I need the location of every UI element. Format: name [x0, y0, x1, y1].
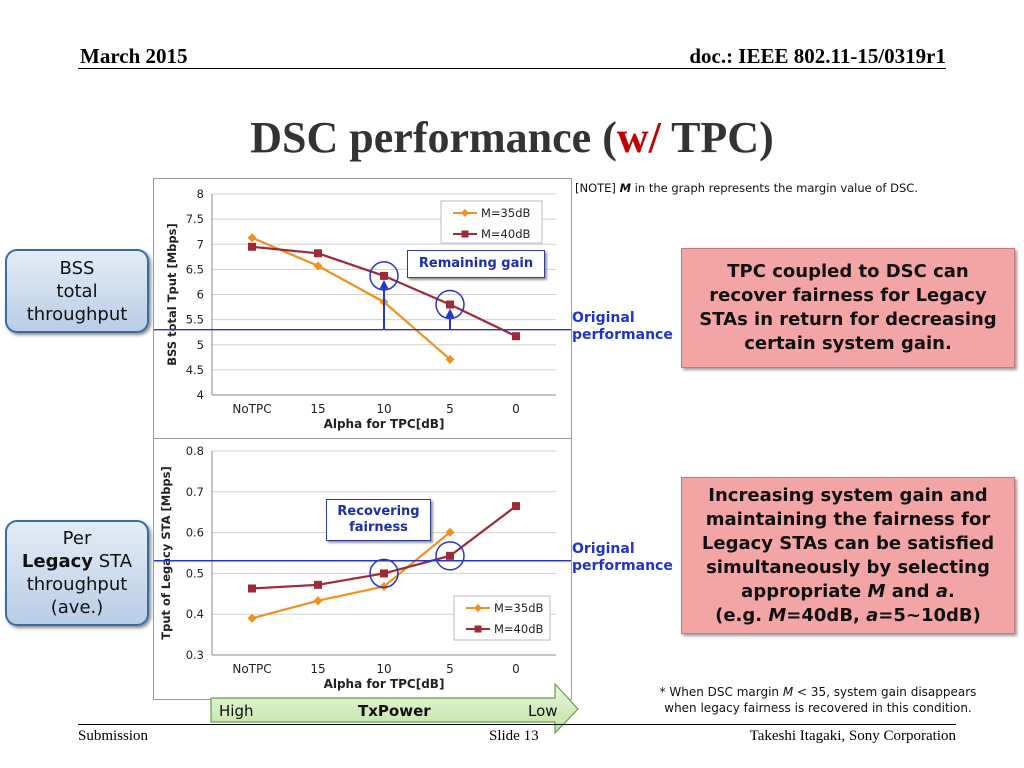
footer-rule [78, 724, 956, 725]
footer-slide-number: Slide 13 [489, 728, 539, 744]
bss-chart-x-tick-label: NoTPC [232, 402, 271, 416]
bss-chart-y-axis-label: BSS total Tput [Mbps] [165, 223, 179, 365]
chart-bss-frame: 4 4.5 5 5.5 6 6.5 7 7.5 8 NoTPC 15 10 5 0 Alpha for TP… [153, 178, 572, 441]
bss-chart-legend-marker [461, 209, 469, 217]
legacy-chart-y-axis-label: Tput of Legacy STA [Mbps] [159, 466, 173, 640]
legacy-chart-y-tick-label: 0.6 [186, 526, 204, 540]
recovering-fairness-callout: Recovering fairness [326, 499, 431, 541]
footer-submission: Submission [78, 728, 149, 744]
legacy-chart-y-tick-label: 0.8 [186, 444, 204, 458]
footnote: * When DSC margin M < 35, system gain di… [659, 685, 977, 715]
txpower-label: TxPower [358, 702, 431, 720]
bss-chart-point-m35 [313, 261, 323, 271]
bss-chart-legend [440, 200, 543, 244]
legacy-sta-throughput-label: Per Legacy STA throughput (ave.) [5, 520, 149, 626]
bss-chart-point-m35 [445, 354, 455, 364]
txpower-low-label: Low [528, 702, 558, 720]
bss-chart-y-tick-label: 4 [197, 388, 204, 402]
legacy-chart-point-m40 [446, 551, 454, 560]
chart-legacy-frame: 0.3 0.4 0.5 0.6 0.7 0.8 NoTPC 15 10 5 0 Alpha for T… [153, 438, 572, 700]
legacy-chart-y-tick-label: 0.7 [186, 485, 204, 499]
bss-chart-y-tick-label: 6 [197, 288, 204, 302]
bss-chart-point-m40 [512, 332, 520, 341]
conclusion-box-selection: Increasing system gain and maintaining t… [681, 477, 1015, 634]
legacy-highlight-circle [435, 541, 465, 571]
bss-chart-point-m35 [247, 233, 257, 243]
bss-total-throughput-label: BSS total throughput [5, 249, 149, 333]
bss-chart-y-tick-label: 6.5 [186, 262, 204, 276]
bss-chart-y-tick-label: 7.5 [186, 212, 204, 226]
legacy-chart-point-m35 [379, 581, 389, 591]
legacy-chart-x-tick-label: 0 [512, 662, 520, 676]
bss-chart-x-axis-label: Alpha for TPC[dB] [324, 417, 445, 431]
legacy-chart-x-axis-label: Alpha for TPC[dB] [324, 677, 445, 691]
footer-author: Takeshi Itagaki, Sony Corporation [749, 728, 956, 744]
slide-title: DSC performance (w/ TPC) [250, 113, 774, 162]
bss-chart-x-tick-label: 0 [512, 402, 520, 416]
chart-bss-total-throughput: 4 4.5 5 5.5 6 6.5 7 7.5 8 NoTPC 15 10 5 0 Alpha for TP… [154, 187, 571, 431]
legacy-chart-y-tick-label: 0.4 [186, 607, 204, 621]
bss-chart-x-tick-label: 15 [310, 402, 325, 416]
txpower-arrow [210, 682, 579, 734]
conclusion-box-fairness: TPC coupled to DSC can recover fairness … [681, 248, 1015, 368]
remaining-gain-callout: Remaining gain [407, 250, 545, 278]
legacy-chart-x-tick-label: NoTPC [232, 662, 271, 676]
legacy-chart-point-m40 [314, 580, 322, 589]
bss-chart-point-m40 [446, 300, 454, 309]
bss-chart-y-tick-label: 5 [197, 338, 204, 352]
bss-chart-x-tick-label: 10 [376, 402, 391, 416]
bss-chart-y-tick-label: 7 [197, 237, 204, 251]
legacy-chart-legend-marker [474, 604, 482, 612]
bss-chart-series-line-m35 [251, 236, 451, 361]
bss-chart-legend-label: M=35dB [481, 206, 530, 220]
legacy-chart-point-m35 [313, 596, 323, 606]
legacy-chart-y-tick-label: 0.5 [186, 566, 204, 580]
legacy-chart-x-tick-label: 10 [376, 662, 391, 676]
legacy-chart-point-m35 [247, 613, 257, 623]
legacy-chart-legend-label: M=40dB [494, 622, 543, 636]
legacy-chart-y-tick-label: 0.3 [186, 648, 204, 662]
bss-chart-point-m40 [380, 271, 388, 280]
legacy-chart-x-tick-label: 15 [310, 662, 325, 676]
legacy-chart-point-m40 [380, 569, 388, 578]
remaining-gain-arrowhead [445, 308, 455, 318]
chart-legacy-sta-throughput: 0.3 0.4 0.5 0.6 0.7 0.8 NoTPC 15 10 5 0 Alpha for T… [154, 444, 571, 691]
bss-chart-y-tick-label: 8 [197, 187, 204, 201]
bss-chart-x-tick-label: 5 [446, 402, 454, 416]
txpower-arrow-shape [210, 682, 579, 734]
legacy-chart-legend-label: M=35dB [494, 601, 543, 615]
bss-chart-point-m40 [248, 242, 256, 251]
txpower-high-label: High [219, 702, 254, 720]
legacy-highlight-circle [369, 558, 399, 589]
bss-chart-y-tick-label: 4.5 [186, 363, 204, 377]
header-doc-id: doc.: IEEE 802.11-15/0319r1 [689, 44, 946, 68]
bss-chart-point-m40 [314, 249, 322, 258]
legacy-chart-point-m35 [445, 527, 455, 537]
legacy-chart-series-line-m35 [251, 531, 451, 620]
header-rule [78, 68, 946, 69]
legacy-chart-x-tick-label: 5 [446, 662, 454, 676]
legacy-chart-legend-marker [474, 625, 482, 633]
original-performance-label-bottom: Original performance [572, 541, 673, 574]
remaining-gain-arrowhead [379, 279, 389, 289]
legacy-chart-legend [453, 595, 551, 641]
legacy-chart-point-m40 [512, 502, 520, 511]
legacy-chart-point-m40 [248, 584, 256, 593]
original-performance-label-top: Original performance [572, 310, 673, 343]
graph-note: [NOTE] M in the graph represents the mar… [575, 181, 918, 195]
header-date: March 2015 [80, 44, 188, 68]
bss-chart-y-tick-label: 5.5 [186, 313, 204, 327]
bss-chart-legend-label: M=40dB [481, 227, 530, 241]
bss-chart-legend-marker [461, 230, 469, 238]
